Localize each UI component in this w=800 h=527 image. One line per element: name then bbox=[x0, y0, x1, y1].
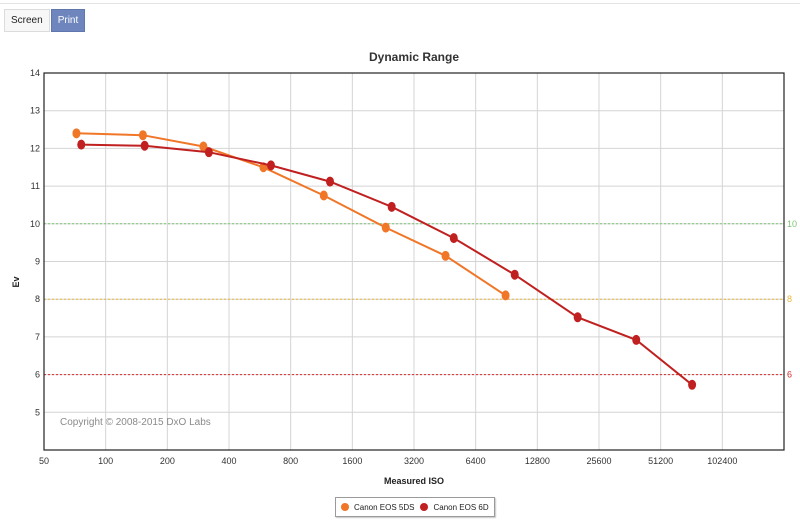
chart-title: Dynamic Range bbox=[369, 50, 459, 64]
data-point-6d bbox=[326, 176, 335, 187]
data-point-6d bbox=[573, 312, 582, 323]
tab-print[interactable]: Print bbox=[50, 9, 86, 32]
legend-label-5ds: Canon EOS 5DS bbox=[354, 502, 415, 512]
data-point-6d bbox=[77, 139, 86, 150]
chart-legend: Canon EOS 5DS Canon EOS 6D bbox=[335, 497, 495, 517]
y-tick-label: 13 bbox=[30, 106, 40, 116]
data-point-6d bbox=[632, 334, 641, 345]
x-tick-label: 6400 bbox=[466, 456, 486, 466]
data-point-6d bbox=[449, 233, 458, 244]
copyright-text: Copyright © 2008-2015 DxO Labs bbox=[60, 417, 211, 428]
x-tick-label: 50 bbox=[39, 456, 49, 466]
series-line-5ds bbox=[76, 132, 507, 297]
data-point-6d bbox=[387, 201, 396, 212]
y-tick-label: 10 bbox=[30, 219, 40, 229]
data-point-6d bbox=[204, 147, 213, 158]
tab-screen[interactable]: Screen bbox=[4, 9, 50, 32]
view-tabs: Screen Print bbox=[4, 9, 86, 32]
x-tick-label: 25600 bbox=[586, 456, 611, 466]
data-point-6d bbox=[510, 269, 519, 280]
top-divider bbox=[0, 3, 800, 4]
x-tick-label: 200 bbox=[160, 456, 175, 466]
data-point-5ds bbox=[441, 250, 450, 261]
legend-item-6d[interactable]: Canon EOS 6D bbox=[420, 502, 489, 512]
x-tick-label: 102400 bbox=[707, 456, 737, 466]
x-tick-label: 12800 bbox=[525, 456, 550, 466]
x-axis-label: Measured ISO bbox=[384, 476, 444, 486]
data-point-6d bbox=[140, 140, 149, 151]
x-tick-label: 51200 bbox=[648, 456, 673, 466]
legend-marker-5ds bbox=[341, 503, 349, 511]
data-point-5ds bbox=[72, 128, 81, 139]
y-tick-label: 8 bbox=[35, 294, 40, 304]
legend-label-6d: Canon EOS 6D bbox=[433, 502, 489, 512]
reference-line-label: 8 bbox=[787, 294, 792, 304]
y-tick-label: 6 bbox=[35, 370, 40, 380]
x-tick-label: 3200 bbox=[404, 456, 424, 466]
reference-line-label: 6 bbox=[787, 370, 792, 380]
y-tick-label: 12 bbox=[30, 143, 40, 153]
legend-item-5ds[interactable]: Canon EOS 5DS bbox=[341, 503, 414, 512]
x-tick-label: 100 bbox=[98, 456, 113, 466]
plot-border bbox=[43, 72, 785, 451]
legend-marker-6d bbox=[420, 503, 429, 511]
y-axis-label: Ev bbox=[11, 276, 21, 287]
reference-line-label: 10 bbox=[787, 219, 797, 229]
y-tick-label: 14 bbox=[30, 68, 40, 78]
y-tick-label: 7 bbox=[35, 332, 40, 342]
x-tick-label: 800 bbox=[283, 456, 298, 466]
data-point-6d bbox=[688, 379, 697, 390]
y-tick-label: 9 bbox=[35, 257, 40, 267]
data-point-5ds bbox=[501, 290, 510, 301]
data-point-5ds bbox=[138, 130, 147, 141]
x-tick-label: 400 bbox=[221, 456, 236, 466]
data-point-5ds bbox=[381, 222, 390, 233]
data-point-6d bbox=[266, 160, 275, 171]
x-tick-label: 1600 bbox=[342, 456, 362, 466]
data-point-5ds bbox=[199, 141, 208, 152]
y-tick-label: 5 bbox=[35, 407, 40, 417]
y-tick-label: 11 bbox=[31, 181, 40, 191]
data-point-5ds bbox=[319, 190, 328, 201]
